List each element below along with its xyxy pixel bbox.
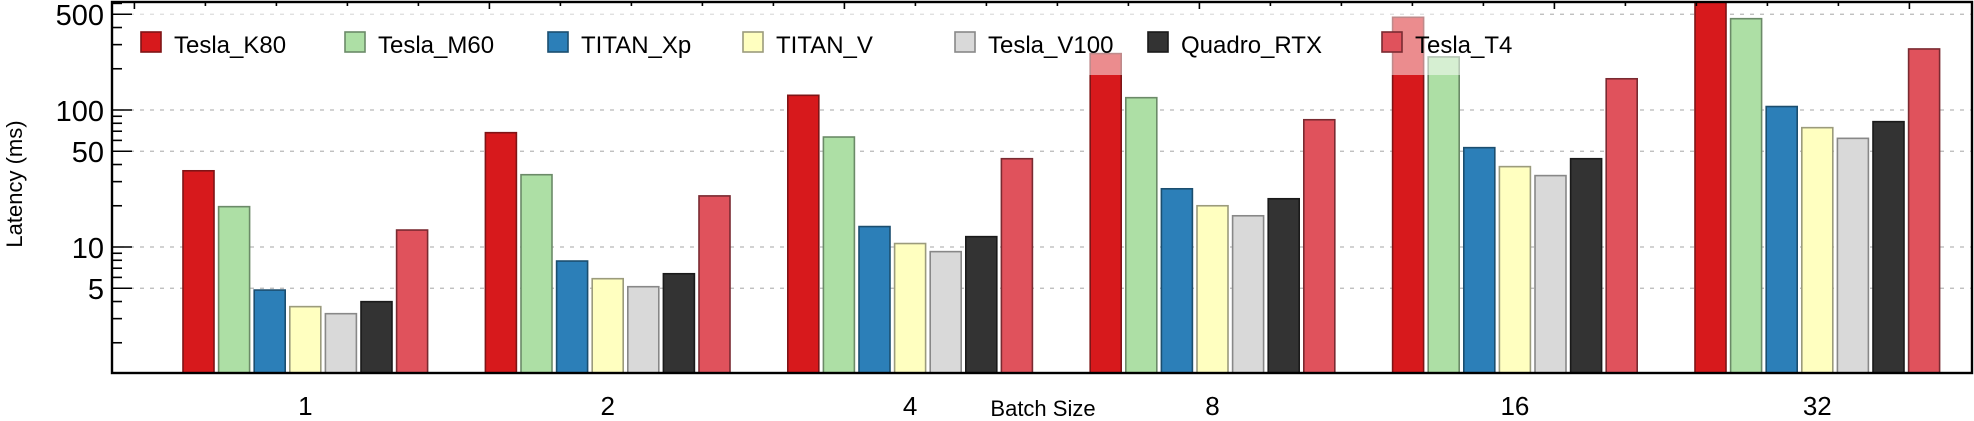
x-tick-label-16: 16 bbox=[1500, 391, 1529, 421]
bar-tesla-t4-batch-16 bbox=[1605, 77, 1638, 374]
x-tick-label-32: 32 bbox=[1803, 391, 1832, 421]
x-tick-label-8: 8 bbox=[1205, 391, 1219, 421]
bar-titan-xp-batch-8 bbox=[1160, 187, 1194, 374]
bar-quadro-rtx-batch-16 bbox=[1569, 157, 1603, 374]
tick-labels: 1 2 4 8 16 32 5 10 50 100 500 bbox=[56, 0, 1832, 421]
x-tick-label-2: 2 bbox=[600, 391, 614, 421]
bar-tesla-v100-batch-4 bbox=[929, 250, 963, 374]
legend-label-titan-xp: TITAN_Xp bbox=[581, 32, 691, 59]
legend-swatch-titan-xp bbox=[547, 31, 569, 53]
x-tick-label-1: 1 bbox=[298, 391, 312, 421]
bar-tesla-v100-batch-2 bbox=[626, 285, 660, 374]
bar-tesla-m60-batch-4 bbox=[822, 136, 856, 374]
plot-frame bbox=[110, 0, 1974, 375]
bars bbox=[182, 1, 1941, 374]
legend-label-titan-v: TITAN_V bbox=[776, 32, 873, 59]
y-tick-label-500: 500 bbox=[56, 0, 104, 32]
legend-label-tesla-m60: Tesla_M60 bbox=[378, 32, 494, 59]
legend-label-tesla-v100: Tesla_V100 bbox=[988, 32, 1113, 59]
bar-tesla-v100-batch-32 bbox=[1836, 137, 1870, 374]
bar-tesla-m60-batch-1 bbox=[217, 205, 251, 374]
legend-label-tesla-t4: Tesla_T4 bbox=[1415, 32, 1512, 59]
legend-swatch-titan-v bbox=[742, 31, 764, 53]
bar-titan-xp-batch-2 bbox=[555, 260, 589, 374]
bar-quadro-rtx-batch-2 bbox=[662, 272, 696, 374]
bar-tesla-m60-batch-2 bbox=[520, 173, 553, 374]
legend-label-tesla-k80: Tesla_K80 bbox=[174, 32, 286, 59]
legend-swatch-tesla-m60 bbox=[344, 31, 366, 53]
bar-tesla-m60-batch-8 bbox=[1125, 96, 1158, 374]
bar-tesla-v100-batch-8 bbox=[1231, 214, 1265, 374]
bar-tesla-m60-batch-32 bbox=[1729, 17, 1763, 374]
bar-tesla-k80-batch-1 bbox=[182, 169, 215, 374]
bar-tesla-t4-batch-1 bbox=[395, 229, 429, 374]
bar-titan-xp-batch-4 bbox=[858, 225, 891, 374]
bar-titan-v-batch-2 bbox=[591, 277, 625, 374]
legend-label-quadro-rtx: Quadro_RTX bbox=[1181, 32, 1322, 59]
y-axis-title: Latency (ms) bbox=[2, 120, 27, 247]
y-tick-label-100: 100 bbox=[56, 96, 104, 128]
bar-titan-v-batch-1 bbox=[288, 305, 322, 374]
legend-swatch-tesla-t4 bbox=[1381, 31, 1403, 53]
bar-tesla-k80-batch-2 bbox=[484, 131, 518, 374]
axes bbox=[110, 0, 1974, 375]
bar-tesla-m60-batch-16 bbox=[1427, 56, 1460, 374]
bar-tesla-k80-batch-32 bbox=[1694, 1, 1727, 374]
bar-titan-xp-batch-16 bbox=[1463, 146, 1496, 374]
x-axis-title: Batch Size bbox=[990, 396, 1095, 421]
bar-quadro-rtx-batch-8 bbox=[1267, 197, 1300, 374]
bar-tesla-t4-batch-32 bbox=[1907, 48, 1941, 374]
bar-tesla-k80-batch-8 bbox=[1089, 52, 1122, 374]
bar-titan-v-batch-4 bbox=[893, 242, 927, 374]
bar-titan-v-batch-16 bbox=[1498, 165, 1532, 374]
legend: Tesla_K80 Tesla_M60 TITAN_Xp TITAN_V Tesla_V… bbox=[126, 8, 1540, 75]
bar-titan-v-batch-8 bbox=[1196, 204, 1229, 374]
y-tick-label-10: 10 bbox=[72, 233, 104, 265]
grid-lines bbox=[120, 13, 1972, 289]
bar-tesla-k80-batch-4 bbox=[786, 94, 820, 374]
bar-tesla-t4-batch-8 bbox=[1303, 118, 1336, 374]
legend-swatch-tesla-k80 bbox=[140, 31, 162, 53]
bar-quadro-rtx-batch-1 bbox=[360, 300, 393, 374]
bar-quadro-rtx-batch-32 bbox=[1872, 120, 1905, 374]
bar-titan-xp-batch-1 bbox=[253, 289, 286, 374]
bar-quadro-rtx-batch-4 bbox=[964, 235, 998, 374]
y-tick-label-50: 50 bbox=[72, 137, 104, 169]
legend-swatch-tesla-v100 bbox=[954, 31, 976, 53]
bar-titan-xp-batch-32 bbox=[1765, 105, 1798, 374]
bar-tesla-t4-batch-4 bbox=[1000, 157, 1034, 374]
bar-tesla-t4-batch-2 bbox=[698, 195, 731, 374]
bar-tesla-v100-batch-16 bbox=[1534, 174, 1567, 374]
x-tick-label-4: 4 bbox=[903, 391, 917, 421]
bar-tesla-v100-batch-1 bbox=[324, 312, 358, 374]
y-tick-label-5: 5 bbox=[88, 274, 104, 306]
bar-titan-v-batch-32 bbox=[1801, 126, 1834, 374]
legend-swatch-quadro-rtx bbox=[1147, 31, 1169, 53]
